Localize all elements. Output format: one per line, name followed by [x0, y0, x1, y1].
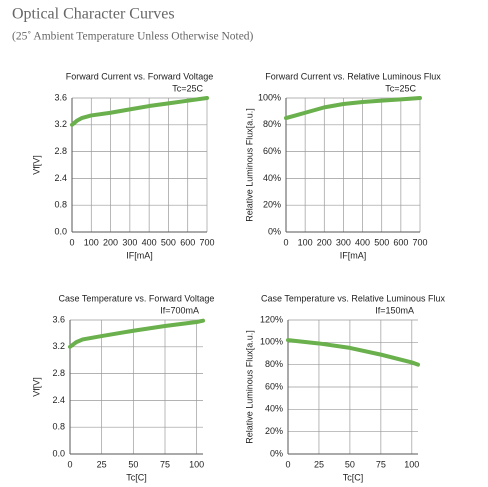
x-tick-label: 75 [376, 459, 386, 469]
chart-title: Case Temperature vs. Forward Voltage [59, 293, 215, 303]
y-tick-label: 100% [258, 92, 281, 102]
line-series [284, 96, 422, 121]
chart: Case Temperature vs. Forward Voltage If=7… [31, 293, 214, 482]
annotation: Tc=25C [385, 83, 416, 93]
x-tick-label: 500 [374, 237, 389, 247]
y-axis-label: Relative Luminous Flux[a.u.] [244, 330, 254, 444]
y-tick-label: 20% [265, 426, 283, 436]
y-tick-label: 3.2 [54, 119, 67, 129]
y-tick-label: 3.6 [54, 92, 67, 102]
y-tick-label: 0% [270, 448, 283, 458]
y-tick-label: 2.8 [52, 368, 65, 378]
y-tick-label: 3.6 [52, 314, 65, 324]
chart-title: Forward Current vs. Relative Luminous Fl… [265, 71, 441, 81]
x-tick-label: 25 [314, 459, 324, 469]
page-title: Optical Character Curves [12, 6, 175, 23]
line-series [286, 338, 420, 367]
x-tick-label: 100 [404, 459, 419, 469]
y-tick-label: 60% [265, 381, 283, 391]
chart: Case Temperature vs. Relative Luminous F… [244, 293, 445, 482]
x-tick-label: 100 [84, 237, 99, 247]
x-tick-label: 0 [283, 237, 288, 247]
y-axis-label: Relative Luminous Flux[a.u.] [244, 108, 254, 222]
chart-title: Forward Current vs. Forward Voltage [66, 71, 214, 81]
y-tick-label: 0.8 [52, 422, 65, 432]
x-tick-label: 75 [160, 459, 170, 469]
x-tick-label: 500 [161, 237, 176, 247]
y-tick-label: 2.4 [52, 395, 65, 405]
x-axis-label: Tc[C] [126, 472, 147, 482]
y-axis-label: Vf[V] [31, 377, 41, 397]
y-tick-label: 60% [263, 146, 281, 156]
y-tick-label: 40% [265, 404, 283, 414]
y-tick-label: 2.8 [54, 146, 67, 156]
x-tick-label: 300 [122, 237, 137, 247]
y-tick-label: 100% [260, 337, 283, 347]
x-tick-label: 200 [103, 237, 118, 247]
y-tick-label: 20% [263, 200, 281, 210]
line-series [70, 96, 209, 127]
line-series [68, 318, 205, 349]
x-axis-label: IF[mA] [126, 250, 153, 260]
y-tick-label: 3.2 [52, 341, 65, 351]
y-tick-label: 80% [265, 359, 283, 369]
x-tick-label: 700 [199, 237, 214, 247]
x-axis-label: IF[mA] [340, 250, 367, 260]
x-tick-label: 0 [285, 459, 290, 469]
chart-title: Case Temperature vs. Relative Luminous F… [261, 293, 445, 303]
x-tick-label: 700 [412, 237, 427, 247]
annotation: Tc=25C [172, 83, 203, 93]
y-tick-label: 0.8 [54, 200, 67, 210]
y-tick-label: 0% [268, 226, 281, 236]
x-tick-label: 0 [67, 459, 72, 469]
x-tick-label: 50 [128, 459, 138, 469]
annotation: If=150mA [375, 305, 414, 315]
x-tick-label: 200 [317, 237, 332, 247]
y-tick-label: 0.0 [52, 448, 65, 458]
chart: Forward Current vs. Relative Luminous Fl… [244, 71, 441, 260]
x-tick-label: 25 [97, 459, 107, 469]
x-tick-label: 400 [142, 237, 157, 247]
y-tick-label: 120% [260, 314, 283, 324]
chart: Forward Current vs. Forward Voltage Tc=25… [31, 71, 214, 260]
page-subtitle: (25˚ Ambient Temperature Unless Otherwis… [12, 31, 254, 43]
x-tick-label: 400 [355, 237, 370, 247]
y-tick-label: 0.0 [54, 226, 67, 236]
y-tick-label: 40% [263, 173, 281, 183]
x-tick-label: 100 [189, 459, 204, 469]
y-axis-label: Vf[V] [31, 155, 41, 175]
y-tick-label: 80% [263, 119, 281, 129]
x-tick-label: 50 [345, 459, 355, 469]
x-tick-label: 600 [180, 237, 195, 247]
x-tick-label: 100 [298, 237, 313, 247]
x-tick-label: 300 [336, 237, 351, 247]
annotation: If=700mA [160, 305, 199, 315]
x-axis-label: Tc[C] [343, 472, 364, 482]
y-tick-label: 2.4 [54, 173, 67, 183]
x-tick-label: 0 [69, 237, 74, 247]
x-tick-label: 600 [393, 237, 408, 247]
